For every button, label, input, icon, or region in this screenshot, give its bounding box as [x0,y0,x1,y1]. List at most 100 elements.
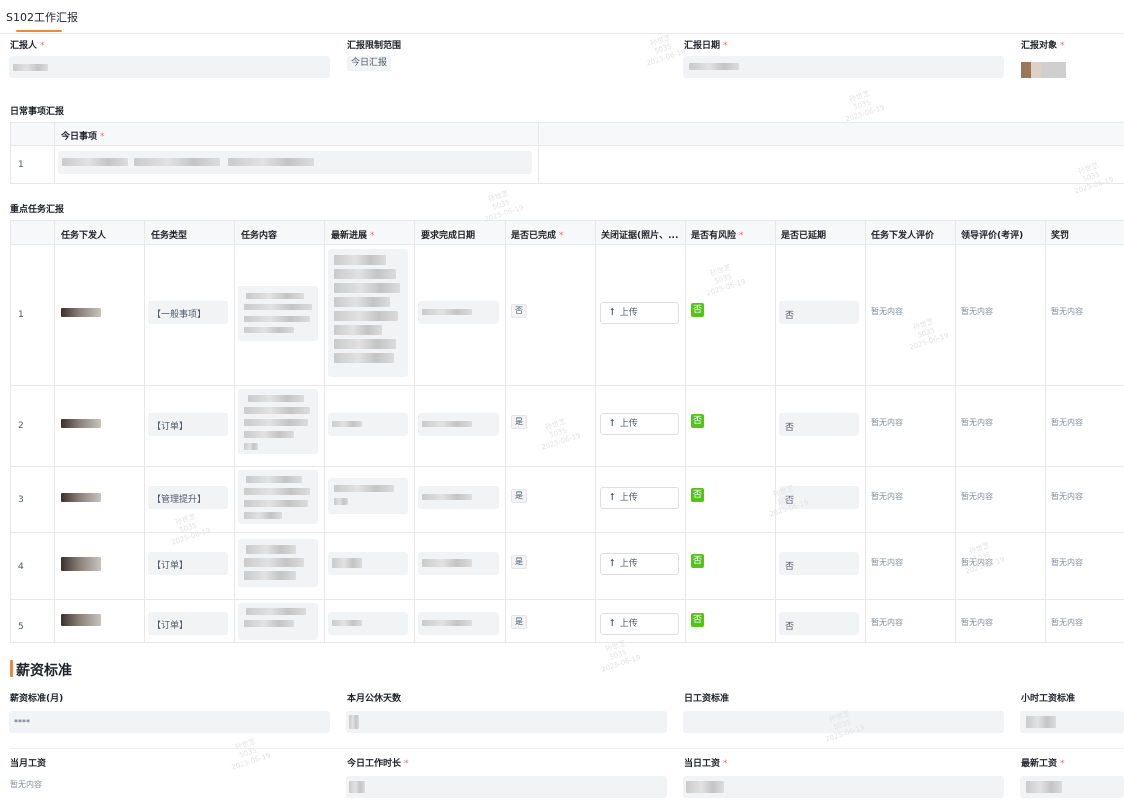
salary-section-title: 薪资标准 [16,663,72,679]
col-task-type: 任务类型 [151,231,188,241]
daily-wage-standard-field: 日工资标准 [684,693,729,705]
hourly-wage-standard-input[interactable] [1020,711,1124,733]
daily-wage-standard-input[interactable] [683,711,1004,733]
issuer-evaluation-empty: 暂无内容 [871,418,903,427]
task-delayed-value: 否 [785,622,795,632]
task-delayed-field[interactable] [779,486,859,509]
report-date-field: 汇报日期 * [684,41,728,51]
task-content-field[interactable] [238,539,318,587]
leader-evaluation-empty: 暂无内容 [961,418,993,427]
month-wage-value: 暂无内容 [10,780,42,789]
task-due-date-field[interactable] [418,486,499,509]
task-content-field[interactable] [238,389,318,454]
risk-badge: 否 [691,303,704,317]
upload-button[interactable]: ⭡ 上传 [600,613,679,635]
risk-badge: 否 [691,554,704,568]
task-completed-tag: 是 [511,415,527,429]
task-type-field[interactable] [148,413,228,436]
upload-button[interactable]: ⭡ 上传 [600,487,679,509]
task-delayed-field[interactable] [779,413,859,436]
leader-evaluation-empty: 暂无内容 [961,307,993,316]
task-type-value: 【一般事项】 [152,310,207,320]
scope-label: 汇报限制范围 [347,41,402,51]
rest-days-input[interactable] [346,711,667,733]
task-progress-field[interactable] [328,478,408,514]
task-type-field[interactable] [148,486,228,509]
hourly-wage-standard-field: 小时工资标准 [1021,693,1075,705]
upload-button[interactable]: ⭡ 上传 [600,302,679,324]
task-delayed-field[interactable] [779,612,859,635]
task-type-value: 【管理提升】 [152,495,207,505]
report-target-avatar[interactable] [1021,62,1066,78]
col-has-risk: 是否有风险 * [691,231,744,241]
task-progress-field[interactable] [328,612,408,635]
daily-item-input[interactable] [58,151,532,174]
col-issuer-evaluation: 任务下发人评价 [871,231,935,241]
task-type-field[interactable] [148,552,228,575]
tasks-section-title: 重点任务汇报 [10,205,65,215]
task-type-field[interactable] [148,301,228,324]
task-issuer-avatar [61,308,101,317]
reward-penalty-empty: 暂无内容 [1051,418,1083,427]
task-delayed-value: 否 [785,562,795,572]
watermark: 孙世芝 5035 2025-06-19 [705,263,747,298]
task-delayed-field[interactable] [779,552,859,575]
task-row-number: 1 [18,310,24,320]
task-type-value: 【订单】 [152,621,189,631]
task-completed-tag: 是 [511,489,527,503]
col-task-content: 任务内容 [241,231,278,241]
task-due-date-field[interactable] [418,612,499,635]
report-date-input[interactable] [683,56,1004,78]
upload-button[interactable]: ⭡ 上传 [600,413,679,435]
leader-evaluation-empty: 暂无内容 [961,558,993,567]
watermark: 孙世芝 5035 2025-06-19 [645,33,687,68]
rest-days-label: 本月公休天数 [347,694,402,704]
task-delayed-field[interactable] [779,301,859,324]
watermark: 孙世芝 5035 2025-06-19 [844,89,886,124]
reward-penalty-empty: 暂无内容 [1051,307,1083,316]
upload-icon: ⭡ [610,618,615,629]
task-content-field[interactable] [238,603,318,640]
today-wage-input[interactable] [683,776,1004,798]
issuer-evaluation-empty: 暂无内容 [871,618,903,627]
task-delayed-value: 否 [785,311,795,321]
task-progress-field[interactable] [328,552,408,575]
reporter-field: 汇报人 * [10,41,45,51]
daily-row-number: 1 [18,160,24,170]
task-delayed-value: 否 [785,496,795,506]
monthly-salary-value: **** [14,718,30,727]
daily-section-title: 日常事项汇报 [10,107,65,117]
col-leader-evaluation: 领导评价(考评) [961,231,1024,241]
risk-badge: 否 [691,613,704,627]
monthly-salary-label: 薪资标准(月) [10,694,64,704]
task-issuer-avatar [61,493,101,502]
month-wage-label: 当月工资 [10,759,47,769]
issuer-evaluation-empty: 暂无内容 [871,307,903,316]
task-due-date-field[interactable] [418,301,499,324]
daily-col-today-items: 今日事项 * [61,132,105,142]
reward-penalty-empty: 暂无内容 [1051,492,1083,501]
monthly-salary-input[interactable] [9,711,330,733]
task-due-date-field[interactable] [418,552,499,575]
daily-wage-standard-label: 日工资标准 [684,694,730,704]
task-completed-tag: 是 [511,615,527,629]
task-due-date-field[interactable] [418,413,499,436]
latest-wage-input[interactable] [1020,776,1124,798]
leader-evaluation-empty: 暂无内容 [961,618,993,627]
upload-button[interactable]: ⭡ 上传 [600,553,679,575]
monthly-salary-field: 薪资标准(月) [10,693,63,705]
task-progress-field[interactable] [328,413,408,436]
issuer-evaluation-empty: 暂无内容 [871,492,903,501]
rest-days-field: 本月公休天数 [347,693,401,705]
task-content-field[interactable] [238,470,318,524]
upload-icon: ⭡ [610,558,615,569]
task-type-field[interactable] [148,612,228,635]
hourly-wage-standard-label: 小时工资标准 [1021,694,1076,704]
daily-table-header [10,122,1124,145]
issuer-evaluation-empty: 暂无内容 [871,558,903,567]
task-content-field[interactable] [238,286,318,341]
task-row-number: 3 [18,495,24,505]
reporter-input[interactable] [9,56,330,78]
task-progress-field[interactable] [328,249,408,377]
work-hours-input[interactable] [346,776,667,798]
